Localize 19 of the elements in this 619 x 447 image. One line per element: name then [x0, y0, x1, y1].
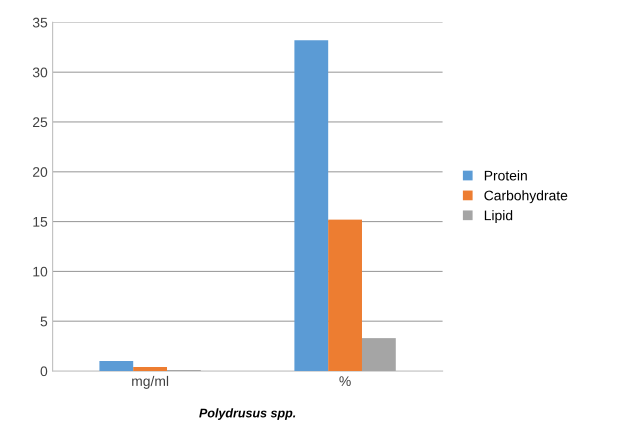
legend-label: Carbohydrate	[484, 190, 568, 204]
y-tick-label: 5	[40, 316, 48, 326]
bar	[133, 367, 168, 372]
y-tick-label: 25	[33, 117, 48, 128]
y-tick-label: 15	[33, 217, 48, 227]
y-tick-label: 10	[33, 266, 48, 277]
y-tick-label: 30	[32, 67, 48, 78]
y-tick-label: 20	[33, 167, 48, 177]
x-tick-label: %	[339, 376, 351, 386]
x-axis-title: Polydrusus spp.	[199, 408, 296, 420]
bar	[99, 361, 134, 372]
bar	[294, 40, 328, 372]
bar	[362, 338, 396, 372]
bar	[328, 220, 362, 372]
legend-label: Protein	[484, 170, 527, 181]
y-tick-label: 0	[40, 366, 48, 376]
x-tick-label: mg/ml	[132, 376, 168, 389]
legend-label: Lipid	[484, 210, 512, 224]
y-tick-label: 35	[32, 18, 48, 28]
